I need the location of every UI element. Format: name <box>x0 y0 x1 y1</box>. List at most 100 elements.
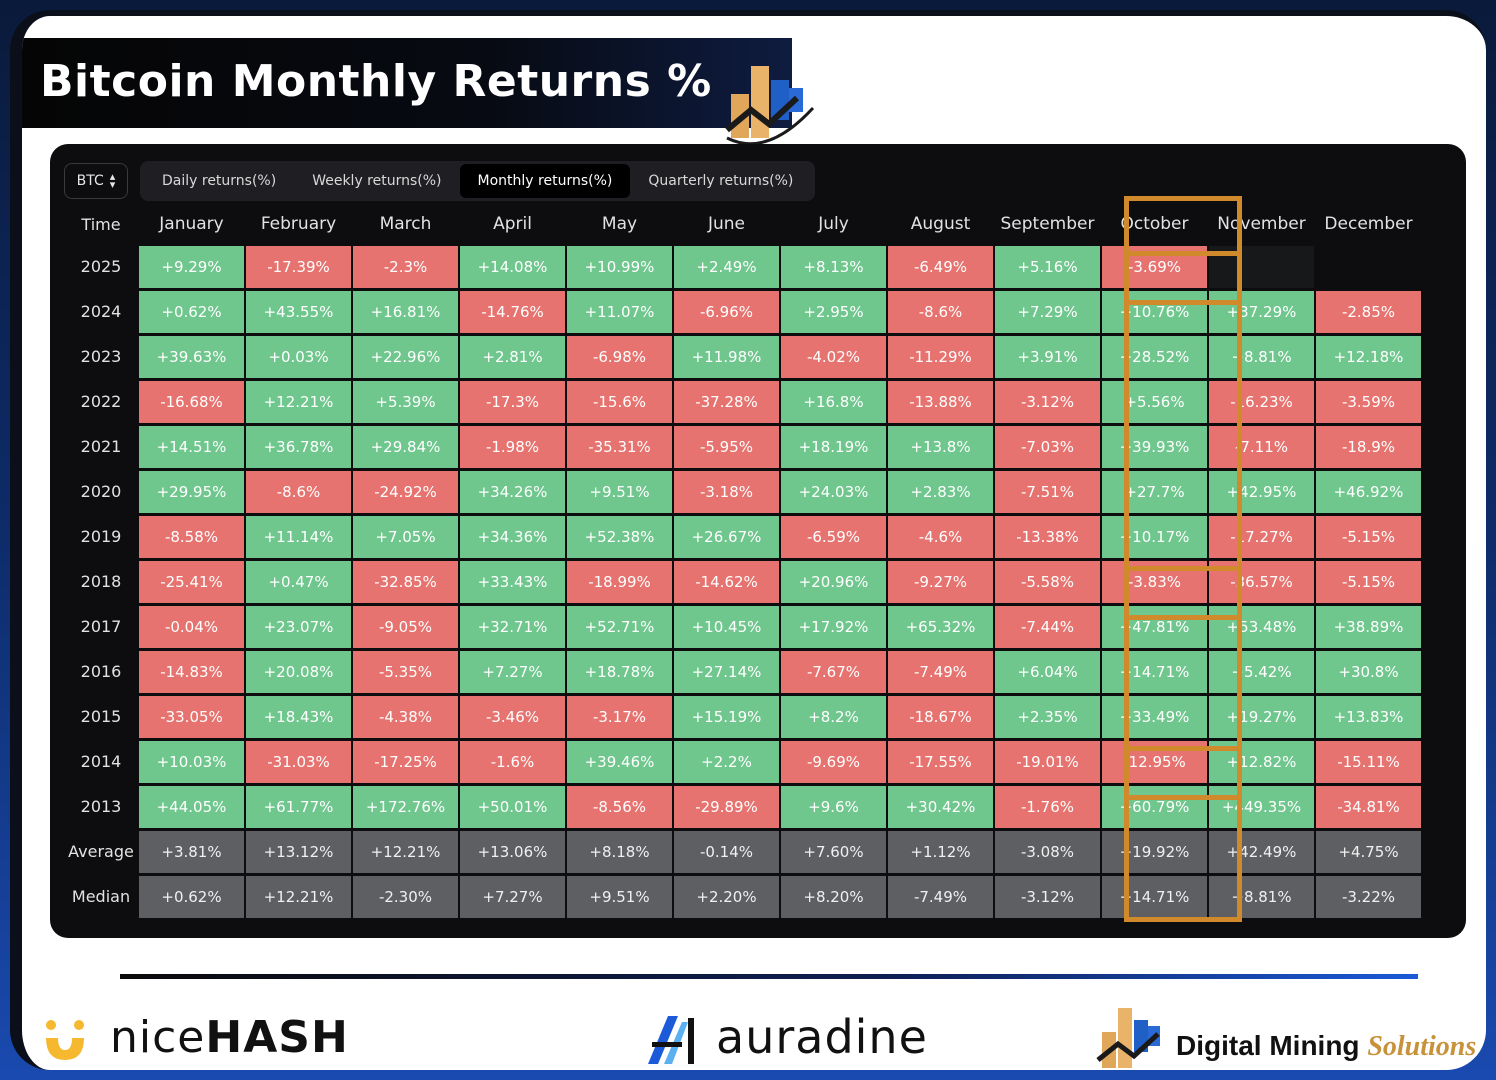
return-cell: +39.63% <box>139 335 244 378</box>
tab-weekly[interactable]: Weekly returns(%) <box>312 173 442 189</box>
table-row: 2014 +10.03% -31.03% -17.25% -1.6% +39.46% +2.… <box>64 739 1422 784</box>
return-cell: -1.6% <box>460 740 565 783</box>
asset-select[interactable]: BTC ▴ ▾ <box>64 163 128 199</box>
return-cell: -15.6% <box>567 380 672 423</box>
return-cell: +38.89% <box>1316 605 1421 648</box>
return-cell: -15.11% <box>1316 740 1421 783</box>
row-label: 2024 <box>80 302 122 321</box>
return-cell: +20.08% <box>246 650 351 693</box>
return-cell: -9.05% <box>353 605 458 648</box>
return-cell: +10.76% <box>1102 290 1207 333</box>
digital-mining-accent: Solutions <box>1367 1031 1477 1062</box>
table-row: 2022 -16.68% +12.21% +5.39% -17.3% -15.6% -37.… <box>64 379 1422 424</box>
header-may: May <box>601 214 638 234</box>
return-cell: +8.2% <box>781 695 886 738</box>
return-cell: -11.29% <box>888 335 993 378</box>
return-cell: +39.46% <box>567 740 672 783</box>
return-cell: +12.18% <box>1316 335 1421 378</box>
header-november: November <box>1217 214 1306 234</box>
return-cell: +34.26% <box>460 470 565 513</box>
return-cell: +60.79% <box>1102 785 1207 828</box>
row-label: 2013 <box>80 797 122 816</box>
return-cell: +5.42% <box>1209 650 1314 693</box>
table-row: 2016 -14.83% +20.08% -5.35% +7.27% +18.78% +27… <box>64 649 1422 694</box>
return-cell: -3.12% <box>995 875 1100 918</box>
return-cell: -3.59% <box>1316 380 1421 423</box>
return-cell: -6.49% <box>888 245 993 288</box>
return-cell: +18.78% <box>567 650 672 693</box>
return-cell <box>1209 245 1314 288</box>
return-cell: +7.60% <box>781 830 886 873</box>
return-cell: -3.46% <box>460 695 565 738</box>
digital-mining-logo-icon <box>1096 1008 1160 1068</box>
return-cell: +5.56% <box>1102 380 1207 423</box>
return-cell: -7.67% <box>781 650 886 693</box>
return-cell: -17.27% <box>1209 515 1314 558</box>
return-cell: +3.81% <box>139 830 244 873</box>
return-cell: +8.13% <box>781 245 886 288</box>
return-cell: +1.12% <box>888 830 993 873</box>
divider <box>120 974 1418 979</box>
tab-daily[interactable]: Daily returns(%) <box>162 173 277 189</box>
returns-panel: BTC ▴ ▾ Daily returns(%) Weekly returns(%… <box>50 144 1466 938</box>
return-cell: -4.6% <box>888 515 993 558</box>
title-bar: Bitcoin Monthly Returns % <box>22 38 815 146</box>
return-cell: -0.14% <box>674 830 779 873</box>
header-march: March <box>379 214 432 234</box>
return-cell: +50.01% <box>460 785 565 828</box>
return-cell: -8.58% <box>139 515 244 558</box>
row-label: 2020 <box>80 482 122 501</box>
return-cell: -7.49% <box>888 875 993 918</box>
table-row: 2015 -33.05% +18.43% -4.38% -3.46% -3.17% +15.… <box>64 694 1422 739</box>
table-row: 2018 -25.41% +0.47% -32.85% +33.43% -18.99% -1… <box>64 559 1422 604</box>
header-august: August <box>910 214 971 234</box>
tab-monthly[interactable]: Monthly returns(%) <box>459 164 631 198</box>
return-cell: +3.91% <box>995 335 1100 378</box>
return-cell: +7.05% <box>353 515 458 558</box>
table-row: 2021 +14.51% +36.78% +29.84% -1.98% -35.31% -5… <box>64 424 1422 469</box>
nicehash-wordmark: niceHASH <box>110 1012 349 1063</box>
return-cell: -12.95% <box>1102 740 1207 783</box>
return-cell: -5.58% <box>995 560 1100 603</box>
return-cell: +26.67% <box>674 515 779 558</box>
return-cell: -16.68% <box>139 380 244 423</box>
return-cell: -8.6% <box>888 290 993 333</box>
return-cell: -6.59% <box>781 515 886 558</box>
return-cell: +24.03% <box>781 470 886 513</box>
row-label: 2014 <box>80 752 122 771</box>
return-cell: -14.83% <box>139 650 244 693</box>
table-row: 2023 +39.63% +0.03% +22.96% +2.81% -6.98% +11.… <box>64 334 1422 379</box>
return-cell: -5.15% <box>1316 560 1421 603</box>
row-label: 2022 <box>80 392 122 411</box>
header-row: Time January February March April May June July… <box>64 204 1422 244</box>
return-cell: +44.05% <box>139 785 244 828</box>
return-cell: +10.17% <box>1102 515 1207 558</box>
return-cell: +11.98% <box>674 335 779 378</box>
return-cell: +29.84% <box>353 425 458 468</box>
row-label: Median <box>71 887 131 906</box>
return-cell: +2.20% <box>674 875 779 918</box>
return-cell: +16.81% <box>353 290 458 333</box>
return-cell: +39.93% <box>1102 425 1207 468</box>
return-cell: +33.43% <box>460 560 565 603</box>
header-july: July <box>818 214 849 234</box>
return-cell: +37.29% <box>1209 290 1314 333</box>
row-label: 2019 <box>80 527 122 546</box>
tabs-row: BTC ▴ ▾ Daily returns(%) Weekly returns(%… <box>64 161 816 201</box>
return-cell: +23.07% <box>246 605 351 648</box>
return-cell: +10.45% <box>674 605 779 648</box>
return-cell: -2.30% <box>353 875 458 918</box>
return-cell: +2.49% <box>674 245 779 288</box>
return-cell: -2.85% <box>1316 290 1421 333</box>
return-cell: -33.05% <box>139 695 244 738</box>
return-cell: -18.67% <box>888 695 993 738</box>
chevron-updown-icon: ▴ ▾ <box>109 170 116 191</box>
tab-quarterly[interactable]: Quarterly returns(%) <box>648 173 794 189</box>
return-cell: -25.41% <box>139 560 244 603</box>
return-cell: -8.56% <box>567 785 672 828</box>
table-row: 2024 +0.62% +43.55% +16.81% -14.76% +11.07% -6… <box>64 289 1422 334</box>
return-cell: +0.62% <box>139 290 244 333</box>
return-cell: +46.92% <box>1316 470 1421 513</box>
return-cell: +6.04% <box>995 650 1100 693</box>
auradine-wordmark: auradine <box>716 1010 928 1064</box>
